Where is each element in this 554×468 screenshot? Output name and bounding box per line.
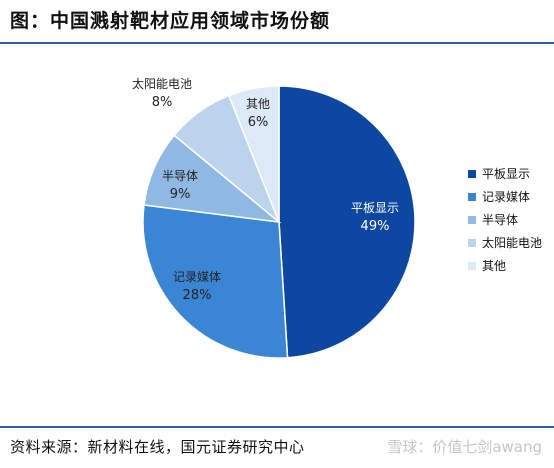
legend-swatch [468, 215, 476, 224]
legend-swatch [468, 261, 476, 270]
slice-name-label: 记录媒体 [173, 270, 221, 284]
legend-item: 其他 [468, 254, 542, 277]
chart-legend: 平板显示记录媒体半导体太阳能电池其他 [468, 162, 542, 277]
slice-name-label: 半导体 [162, 169, 198, 183]
slice-value-label: 49% [361, 219, 390, 234]
legend-item: 平板显示 [468, 162, 542, 185]
legend-label: 太阳能电池 [482, 236, 543, 250]
slice-value-label: 28% [183, 288, 212, 303]
legend-label: 其他 [482, 259, 507, 273]
legend-swatch [468, 169, 476, 178]
legend-label: 平板显示 [482, 167, 531, 181]
slice-name-label: 太阳能电池 [132, 76, 192, 91]
slice-value-label: 6% [248, 115, 269, 130]
legend-swatch [468, 238, 476, 247]
legend-item: 太阳能电池 [468, 231, 542, 254]
source-note: 资料来源：新材料在线，国元证券研究中心 [10, 438, 305, 456]
slice-value-label: 8% [152, 95, 173, 110]
legend-label: 记录媒体 [482, 190, 531, 204]
chart-title: 图：中国溅射靶材应用领域市场份额 [10, 10, 331, 32]
watermark: 雪球：价值七剑awang [387, 438, 542, 456]
slice-value-label: 9% [170, 187, 191, 202]
pie-slice-2 [142, 204, 289, 359]
slice-name-label: 其他 [246, 97, 270, 111]
legend-label: 半导体 [482, 213, 519, 227]
pie-slice-1 [278, 85, 416, 359]
footer-divider [0, 426, 554, 428]
legend-item: 半导体 [468, 208, 542, 231]
pie-slice-5 [227, 85, 280, 223]
title-divider [0, 42, 554, 44]
legend-item: 记录媒体 [468, 185, 542, 208]
slice-name-label: 平板显示 [351, 201, 399, 215]
legend-swatch [468, 192, 476, 201]
